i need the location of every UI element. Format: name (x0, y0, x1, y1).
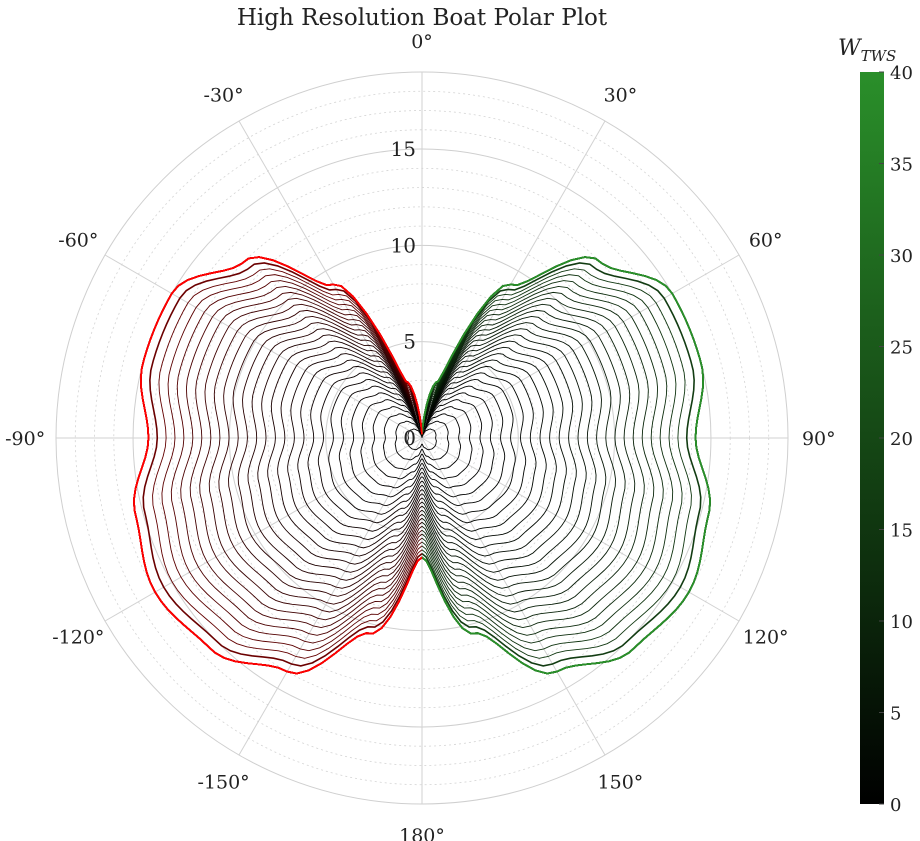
port-curve-tws-23 (180, 285, 423, 636)
colorbar-tick-label: 25 (890, 338, 913, 359)
colorbar-tick-label: 15 (890, 521, 913, 542)
colorbar-tick-label: 40 (890, 63, 913, 84)
port-curve-tws-9 (317, 372, 423, 524)
starboard-curve-tws-40 (421, 256, 711, 675)
grid-spoke (421, 437, 606, 756)
starboard-curve-tws-1 (421, 428, 437, 451)
colorbar-tick-label: 20 (890, 429, 913, 450)
port-curve-tws-15 (257, 334, 423, 573)
grid-spoke (238, 437, 423, 756)
grid-spoke (421, 437, 740, 622)
starboard-curve-tws-26 (421, 268, 692, 659)
port-curve-tws-1 (407, 428, 423, 451)
colorbar-tick-label: 10 (890, 612, 913, 633)
grid-spoke (421, 120, 606, 439)
starboard-curve-tws-21 (421, 297, 645, 621)
starboard-curve-tws-11 (421, 359, 547, 541)
colorbar-title-main: W (838, 36, 863, 61)
starboard-curve-tws-4 (421, 406, 473, 480)
port-curve-tws-12 (287, 353, 423, 549)
port-curve-tws-20 (208, 303, 423, 613)
port-curve-tws-18 (228, 315, 423, 597)
angle-tick-label: 150° (598, 772, 644, 794)
port-curve-tws-5 (360, 399, 423, 489)
angle-tick-label: -120° (52, 626, 104, 648)
port-curve-tws-21 (199, 297, 423, 621)
port-curve-tws-19 (218, 309, 423, 605)
port-curve-tws-8 (328, 378, 423, 515)
angle-tick-label: 0° (411, 31, 433, 53)
port-curve-tws-16 (247, 328, 423, 581)
starboard-curve-tws-23 (421, 285, 664, 636)
starboard-curve-tws-8 (421, 378, 516, 515)
angle-tick-label: -150° (197, 772, 249, 794)
port-curve-tws-24 (170, 280, 423, 644)
port-curve-tws-17 (237, 322, 423, 589)
colorbar-title: WTWS (838, 36, 896, 65)
angle-tick-label: -90° (5, 428, 45, 450)
grid-spoke (104, 437, 423, 622)
angle-tick-label: 180° (399, 825, 445, 841)
starboard-curve-tws-3 (421, 413, 462, 471)
grid-spoke (104, 254, 423, 439)
colorbar-tick-label: 30 (890, 246, 913, 267)
starboard-curve-tws-17 (421, 322, 607, 589)
starboard-curve-tws-14 (421, 340, 577, 565)
angle-tick-label: 30° (604, 84, 638, 106)
starboard-curve-tws-16 (421, 328, 597, 581)
radial-tick-label: 15 (391, 137, 416, 161)
port-curve-tws-40 (133, 256, 423, 675)
starboard-curve-tws-5 (421, 399, 484, 489)
starboard-curve-tws-2 (421, 420, 450, 461)
polar-curves (133, 256, 711, 675)
port-curve-tws-6 (349, 392, 423, 498)
port-curve-tws-7 (338, 385, 423, 507)
starboard-curve-tws-9 (421, 372, 527, 524)
angle-tick-label: 120° (743, 626, 789, 648)
port-curve-tws-11 (297, 359, 423, 541)
port-curve-tws-10 (307, 365, 423, 532)
port-curve-tws-25 (161, 274, 423, 652)
port-curve-tws-3 (382, 413, 423, 471)
starboard-curve-tws-13 (421, 346, 567, 557)
angle-tick-label: 60° (749, 230, 783, 252)
starboard-curve-tws-6 (421, 392, 495, 498)
starboard-curve-tws-19 (421, 309, 626, 605)
starboard-curve-tws-12 (421, 353, 557, 549)
chart-title: High Resolution Boat Polar Plot (237, 5, 608, 31)
grid-spoke (421, 254, 740, 439)
starboard-curve-tws-18 (421, 315, 616, 597)
port-curve-tws-22 (189, 291, 423, 629)
colorbar-title-subscript: TWS (861, 47, 897, 65)
starboard-curve-tws-10 (421, 365, 537, 532)
port-curve-tws-2 (394, 420, 423, 461)
colorbar-tick-label: 5 (890, 704, 901, 725)
angle-tick-label: 90° (802, 428, 836, 450)
angle-tick-label: -30° (204, 84, 244, 106)
grid-spoke (238, 120, 423, 439)
colorbar-tick-label: 35 (890, 155, 913, 176)
radial-tick-label: 0 (403, 426, 416, 450)
starboard-curve-tws-24 (421, 280, 674, 644)
axis-labels: 0° 30° 60° 90° 120° 150° 180° -150° -120° -90° -60… (5, 31, 836, 841)
starboard-curve-tws-22 (421, 291, 655, 629)
port-curve-tws-14 (267, 340, 423, 565)
starboard-curve-tws-25 (421, 274, 683, 652)
colorbar-ticks: 0 5 10 15 20 25 30 35 40 (879, 63, 913, 816)
port-curve-tws-26 (152, 268, 423, 659)
angle-tick-label: -60° (58, 230, 98, 252)
colorbar: WTWS 0 5 10 15 20 25 30 35 40 (838, 36, 913, 816)
port-curve-tws-4 (371, 406, 423, 480)
port-curve-tws-13 (277, 346, 423, 557)
port-curve-tws-27 (142, 262, 423, 667)
radial-tick-label: 10 (391, 233, 416, 257)
starboard-curve-tws-20 (421, 303, 636, 613)
starboard-curve-tws-15 (421, 334, 587, 573)
radial-tick-label: 5 (403, 330, 416, 354)
starboard-curve-tws-27 (421, 262, 702, 667)
starboard-curve-tws-7 (421, 385, 506, 507)
colorbar-tick-label: 0 (890, 795, 901, 816)
